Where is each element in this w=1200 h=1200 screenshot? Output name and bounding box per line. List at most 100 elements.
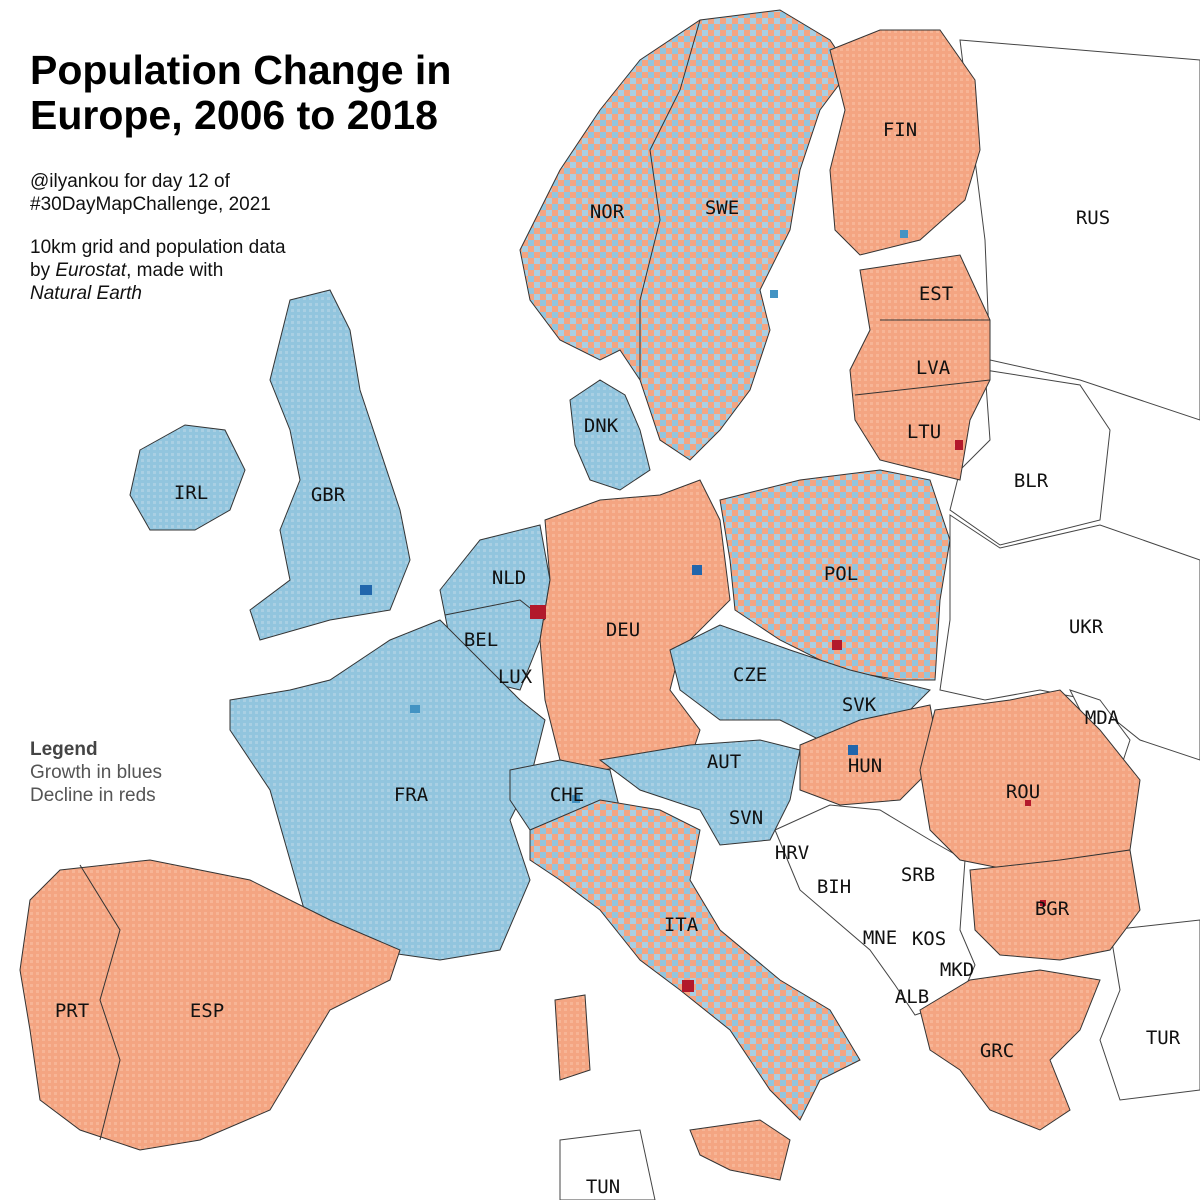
label-fin: FIN — [883, 119, 917, 141]
label-mda: MDA — [1085, 707, 1120, 729]
label-lva: LVA — [916, 357, 951, 379]
italy-shape — [529, 799, 861, 1121]
label-rou: ROU — [1006, 781, 1040, 803]
source-line-1: 10km grid and population data — [30, 237, 286, 258]
label-grc: GRC — [980, 1040, 1014, 1062]
source-eurostat: Eurostat — [55, 260, 127, 281]
label-cze: CZE — [733, 664, 767, 686]
label-est: EST — [919, 283, 953, 305]
legend-title: Legend — [30, 739, 98, 760]
label-lux: LUX — [498, 666, 533, 688]
country-labels: FIN RUS NOR SWE EST LVA LTU DNK IRL GBR … — [55, 119, 1181, 1198]
norway-sweden-border — [639, 19, 701, 380]
growth-hotspot-stockholm — [770, 290, 778, 298]
portugal-spain-border — [79, 864, 121, 1141]
label-svk: SVK — [842, 694, 877, 716]
belarus-outline — [949, 369, 1111, 546]
label-tun: TUN — [586, 1176, 620, 1198]
austria-slovenia-shape — [598, 739, 801, 846]
label-fra: FRA — [394, 784, 429, 806]
finland-shape — [829, 29, 981, 256]
source-made-with: , made with — [126, 260, 224, 281]
iberia-shape — [19, 859, 401, 1151]
label-mne: MNE — [863, 927, 897, 949]
legend-decline: Decline in reds — [30, 785, 156, 806]
sardinia-shape — [554, 994, 591, 1081]
neighbour-countries — [559, 39, 1200, 1200]
growth-hotspot-helsinki — [900, 230, 908, 238]
label-srb: SRB — [901, 864, 935, 886]
poland-shape — [719, 469, 951, 681]
label-aut: AUT — [707, 751, 741, 773]
source-by: by — [30, 260, 56, 281]
scandinavia-shape — [519, 9, 851, 461]
britain-shape — [249, 289, 411, 641]
label-ita: ITA — [664, 914, 699, 936]
decline-hotspot-naples — [682, 980, 694, 992]
germany-shape — [539, 479, 731, 771]
label-pol: POL — [824, 563, 858, 585]
legend: Legend Growth in blues Decline in reds — [30, 738, 162, 807]
label-bih: BIH — [817, 876, 851, 898]
title-line-2: Europe, 2006 to 2018 — [30, 92, 438, 138]
label-prt: PRT — [55, 1000, 89, 1022]
label-alb: ALB — [895, 986, 929, 1008]
label-ltu: LTU — [907, 421, 941, 443]
title-line-1: Population Change in — [30, 47, 452, 93]
label-blr: BLR — [1014, 470, 1049, 492]
label-nld: NLD — [492, 567, 526, 589]
label-bel: BEL — [464, 629, 498, 651]
decline-hotspot-ruhr — [530, 605, 546, 619]
label-tur: TUR — [1146, 1027, 1181, 1049]
label-nor: NOR — [590, 201, 625, 223]
decline-hotspot-romania — [1025, 800, 1031, 806]
label-swe: SWE — [705, 197, 739, 219]
denmark-shape — [569, 379, 651, 491]
label-svn: SVN — [729, 807, 763, 829]
label-rus: RUS — [1076, 207, 1110, 229]
source-text: 10km grid and population data by Eurosta… — [30, 236, 286, 305]
credit-line-1: @ilyankou for day 12 of — [30, 171, 230, 192]
latvia-lithuania-border — [854, 379, 991, 396]
hotspots — [360, 230, 1046, 992]
turkey-outline — [1099, 919, 1200, 1101]
label-irl: IRL — [174, 482, 208, 504]
internal-borders — [79, 19, 991, 1141]
growth-hotspot-zurich — [572, 795, 580, 803]
growth-hotspot-paris — [410, 705, 420, 713]
map-title: Population Change in Europe, 2006 to 201… — [30, 48, 451, 138]
label-ukr: UKR — [1069, 616, 1104, 638]
tunisia-outline — [559, 1129, 656, 1200]
label-hrv: HRV — [775, 842, 809, 864]
label-bgr: BGR — [1035, 898, 1070, 920]
credit-text: @ilyankou for day 12 of #30DayMapChallen… — [30, 170, 271, 216]
credit-line-2: #30DayMapChallenge, 2021 — [30, 194, 271, 215]
growth-hotspot-berlin — [692, 565, 702, 575]
label-dnk: DNK — [584, 415, 619, 437]
label-deu: DEU — [606, 619, 640, 641]
label-mkd: MKD — [940, 959, 974, 981]
label-gbr: GBR — [311, 484, 346, 506]
decline-hotspot-lithuania — [955, 440, 963, 450]
growth-hotspot-london — [360, 585, 372, 595]
decline-hotspot-bulgaria — [1040, 900, 1046, 906]
label-che: CHE — [550, 784, 584, 806]
legend-growth: Growth in blues — [30, 762, 163, 783]
greece-shape — [919, 969, 1101, 1131]
russia-outline — [959, 39, 1200, 421]
bulgaria-shape — [969, 849, 1141, 961]
decline-hotspot-silesia — [832, 640, 842, 650]
hungary-shape — [799, 704, 941, 806]
growth-hotspot-budapest — [848, 745, 858, 755]
france-shape — [229, 619, 546, 961]
label-hun: HUN — [848, 755, 882, 777]
label-kos: KOS — [912, 928, 946, 950]
ireland-shape — [129, 424, 246, 531]
baltics-shape — [849, 254, 991, 481]
source-natural-earth: Natural Earth — [30, 283, 142, 304]
data-countries — [19, 9, 1141, 1181]
sicily-shape — [689, 1119, 791, 1181]
label-esp: ESP — [190, 1000, 224, 1022]
